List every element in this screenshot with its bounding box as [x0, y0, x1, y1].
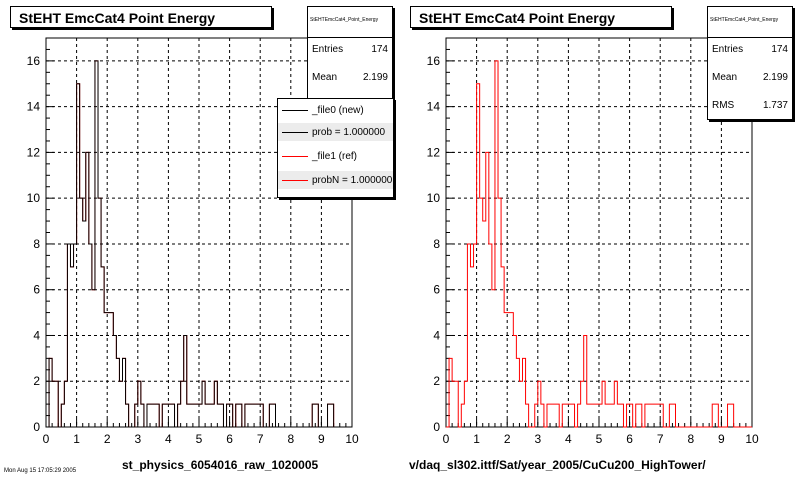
x-tick-label: 7 — [657, 432, 664, 446]
y-tick-label: 12 — [27, 145, 41, 159]
y-tick-label: 12 — [427, 145, 441, 159]
x-tick-label: 10 — [345, 432, 359, 446]
left-legend: _file0 (new) prob = 1.000000 _file1 (ref… — [277, 98, 394, 198]
x-tick-label: 0 — [443, 432, 450, 446]
x-tick-label: 5 — [196, 432, 203, 446]
right-stats-rms: RMS 1.737 — [712, 100, 788, 111]
left-x-title: st_physics_6054016_raw_1020005 — [122, 458, 319, 472]
histogram-series-0 — [446, 60, 752, 428]
legend-entry-prob: prob = 1.000000 — [278, 123, 393, 141]
legend-entry-probN: probN = 1.000000 — [278, 171, 393, 189]
y-tick-label: 4 — [433, 328, 440, 342]
x-tick-label: 6 — [226, 432, 233, 446]
y-tick-label: 4 — [33, 328, 40, 342]
x-tick-label: 2 — [504, 432, 511, 446]
right-stats-name: StEHTEmcCat4_Point_Energy — [710, 17, 779, 23]
x-tick-label: 0 — [43, 432, 50, 446]
right-stats-box: StEHTEmcCat4_Point_Energy Entries 174 Mea… — [707, 6, 793, 120]
date-note: Mon Aug 15 17:05:29 2005 — [4, 468, 77, 474]
right-stats-mean: Mean 2.199 — [712, 72, 788, 83]
left-stats-name: StEHTEmcCat4_Point_Energy — [310, 17, 379, 23]
x-tick-label: 7 — [257, 432, 264, 446]
x-tick-label: 3 — [134, 432, 141, 446]
y-tick-label: 14 — [427, 100, 441, 114]
y-tick-label: 2 — [433, 374, 440, 388]
legend-entry-file1: _file1 (ref) — [282, 147, 357, 165]
y-tick-label: 6 — [433, 283, 440, 297]
y-tick-label: 16 — [27, 54, 41, 68]
y-tick-label: 0 — [33, 420, 40, 434]
x-tick-label: 1 — [73, 432, 80, 446]
y-tick-label: 8 — [33, 237, 40, 251]
right-panel: 0 1 2 3 4 5 6 7 8 9 10 0 2 4 6 8 10 12 14 16 StEHT EmcCat4 … — [400, 0, 800, 480]
right-title: StEHT EmcCat4 Point Energy — [410, 6, 672, 28]
right-stats-entries: Entries 174 — [712, 44, 788, 55]
x-tick-label: 9 — [718, 432, 725, 446]
left-stats-entries: Entries 174 — [312, 44, 388, 55]
x-tick-label: 3 — [534, 432, 541, 446]
left-title: StEHT EmcCat4 Point Energy — [10, 6, 272, 28]
y-tick-label: 8 — [433, 237, 440, 251]
y-tick-label: 2 — [33, 374, 40, 388]
legend-entry-file0: _file0 (new) — [282, 101, 364, 119]
y-tick-label: 14 — [27, 100, 41, 114]
left-panel: 0 1 2 3 4 5 6 7 8 9 10 0 2 4 6 8 10 12 14 16 StEHT EmcCat4 … — [4, 6, 394, 474]
x-tick-label: 6 — [626, 432, 633, 446]
right-x-title: v/daq_sl302.ittf/Sat/year_2005/CuCu200_H… — [409, 458, 706, 472]
y-tick-label: 0 — [433, 420, 440, 434]
x-tick-label: 10 — [745, 432, 759, 446]
histogram-series-1 — [46, 60, 352, 428]
x-tick-label: 8 — [687, 432, 694, 446]
left-stats-mean: Mean 2.199 — [312, 72, 388, 83]
x-tick-label: 9 — [318, 432, 325, 446]
x-tick-label: 4 — [165, 432, 172, 446]
y-tick-label: 10 — [27, 191, 41, 205]
x-tick-label: 2 — [104, 432, 111, 446]
x-tick-label: 1 — [473, 432, 480, 446]
x-tick-label: 8 — [287, 432, 294, 446]
y-tick-label: 6 — [33, 283, 40, 297]
x-tick-label: 5 — [596, 432, 603, 446]
y-tick-label: 10 — [427, 191, 441, 205]
left-stats-box: StEHTEmcCat4_Point_Energy Entries 174 Mea… — [307, 6, 393, 102]
x-tick-label: 4 — [565, 432, 572, 446]
y-tick-label: 16 — [427, 54, 441, 68]
